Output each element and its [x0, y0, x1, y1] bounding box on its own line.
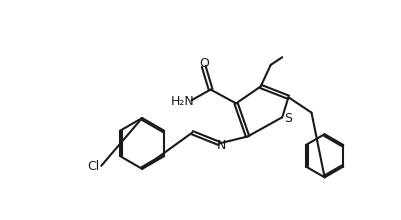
Text: Cl: Cl	[87, 160, 99, 173]
Text: S: S	[283, 112, 291, 125]
Text: H₂N: H₂N	[170, 95, 194, 108]
Text: N: N	[216, 139, 225, 152]
Text: O: O	[198, 57, 208, 70]
